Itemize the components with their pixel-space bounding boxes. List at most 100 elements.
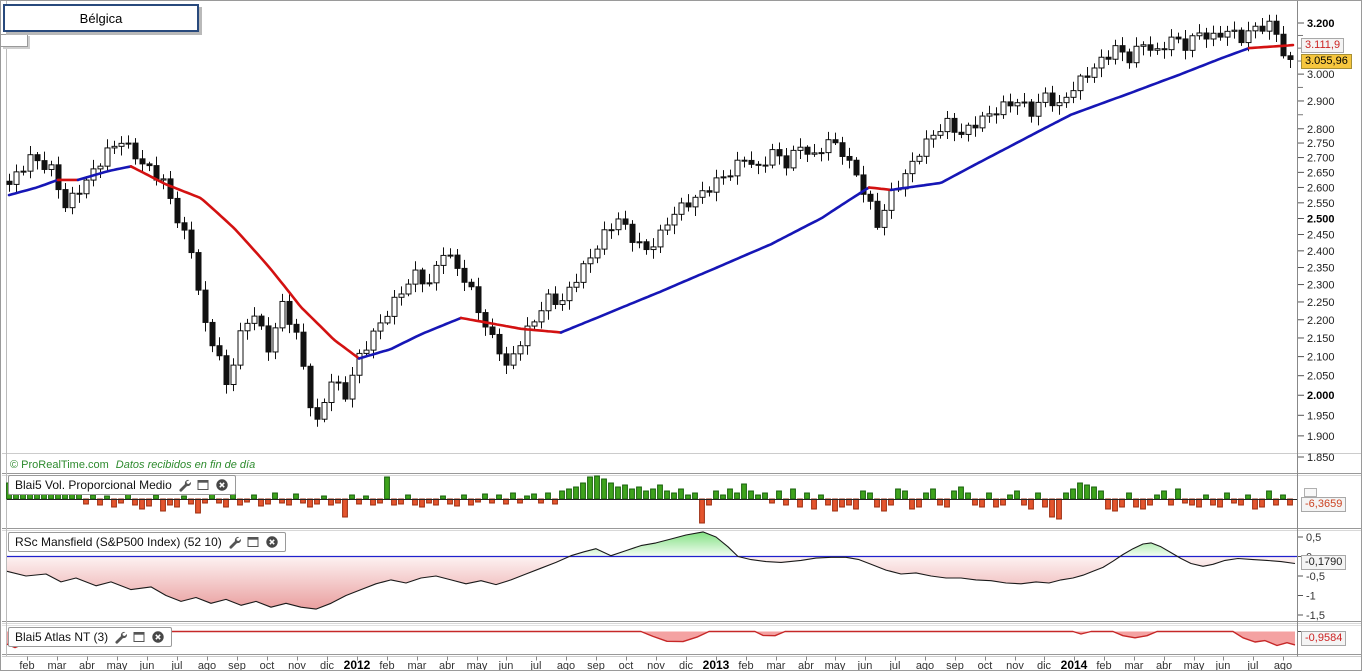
candle-body [405, 283, 412, 295]
volume-bar [762, 492, 768, 500]
time-tick-label: abr [79, 660, 95, 671]
candle-body [552, 293, 559, 305]
volume-bar [874, 498, 880, 508]
candle [1126, 48, 1133, 69]
price-tick-label: 2.800 [1307, 124, 1335, 136]
ma-segment-down [867, 186, 893, 192]
settings-wrench-icon[interactable] [113, 630, 128, 644]
candle-body [482, 312, 489, 328]
candle [209, 318, 216, 353]
copyright-line: © ProRealTime.com Datos recibidos en fin … [10, 459, 255, 471]
volume-bar [587, 476, 593, 500]
candle [678, 197, 685, 221]
time-tick-label: jul [1246, 660, 1258, 671]
volume-bar [1217, 498, 1223, 508]
candle [6, 173, 13, 192]
background-tab-partial[interactable] [1, 34, 28, 47]
candle [573, 273, 580, 293]
volume-bar [1259, 498, 1265, 508]
volume-bar [104, 495, 110, 500]
candle [167, 170, 174, 205]
volume-bar [1028, 498, 1034, 510]
volume-bar [1091, 486, 1097, 500]
candle [776, 142, 783, 165]
volume-bar [930, 488, 936, 500]
candle [720, 170, 727, 185]
time-tick-label: abr [798, 660, 814, 671]
candle-body [1098, 56, 1105, 69]
candle [846, 147, 853, 169]
candle [34, 152, 41, 170]
volume-bar [1063, 492, 1069, 500]
candle [566, 281, 573, 310]
volume-bar [139, 498, 145, 510]
candle-body [48, 164, 55, 170]
candle [1259, 18, 1266, 35]
candle [1098, 49, 1105, 78]
detach-window-icon[interactable] [196, 478, 210, 492]
candle [1182, 29, 1189, 60]
candle [531, 319, 538, 331]
price-tick-label: 1.950 [1307, 410, 1335, 422]
candle [1049, 85, 1056, 112]
candle-body [965, 124, 972, 135]
close-icon[interactable] [265, 535, 279, 549]
ma-segment-up [357, 316, 463, 360]
candle-body [237, 330, 244, 366]
candle-body [538, 310, 545, 323]
candle-body [335, 381, 342, 384]
candle [223, 349, 230, 394]
candle [958, 123, 965, 139]
detach-window-icon[interactable] [246, 535, 260, 549]
candle [468, 278, 475, 291]
candle [384, 310, 391, 325]
candle-body [713, 177, 720, 193]
price-tick-label: 2.500 [1307, 214, 1335, 226]
volume-bar [1105, 498, 1111, 510]
close-icon[interactable] [151, 630, 165, 644]
volume-bar [832, 498, 838, 512]
candle [55, 156, 62, 199]
mansfield-tick-label: 0,5 [1306, 532, 1321, 544]
candle [1021, 92, 1028, 108]
candle [13, 164, 20, 194]
candle-body [286, 300, 293, 325]
candle [433, 260, 440, 291]
volume-bar [496, 494, 502, 500]
time-tick-label: abr [439, 660, 455, 671]
candle [1154, 42, 1161, 55]
volume-bar [713, 490, 719, 500]
close-icon[interactable] [215, 478, 229, 492]
candle-body [349, 374, 356, 400]
price-tick-label: 2.000 [1307, 390, 1335, 402]
candle [111, 140, 118, 155]
mansfield-value-tag: -0,1790 [1301, 555, 1347, 570]
volume-bar [181, 495, 187, 500]
volume-bar [748, 490, 754, 500]
time-tick-label: nov [647, 660, 665, 671]
volume-bar [580, 482, 586, 500]
volume-bar [1175, 488, 1181, 500]
instrument-tab[interactable]: Bélgica [3, 4, 199, 32]
candle [377, 314, 384, 340]
candle-body [83, 179, 90, 195]
time-tick-label: feb [379, 660, 394, 671]
volume-bar [461, 494, 467, 500]
volume-bar [1224, 492, 1230, 500]
candle [559, 293, 566, 311]
detach-window-icon[interactable] [132, 630, 146, 644]
ma-segment-down [1247, 43, 1295, 50]
candle [1105, 50, 1112, 66]
time-tick-label: may [107, 660, 128, 671]
volume-bar [482, 493, 488, 500]
candle-body [174, 197, 181, 224]
time-tick-label: ago [198, 660, 216, 671]
candle-body [559, 300, 566, 305]
settings-wrench-icon[interactable] [227, 535, 241, 549]
candle [1238, 27, 1245, 46]
candle [321, 398, 328, 423]
candle-body [412, 269, 419, 285]
candle [902, 169, 909, 197]
settings-wrench-icon[interactable] [177, 478, 191, 492]
